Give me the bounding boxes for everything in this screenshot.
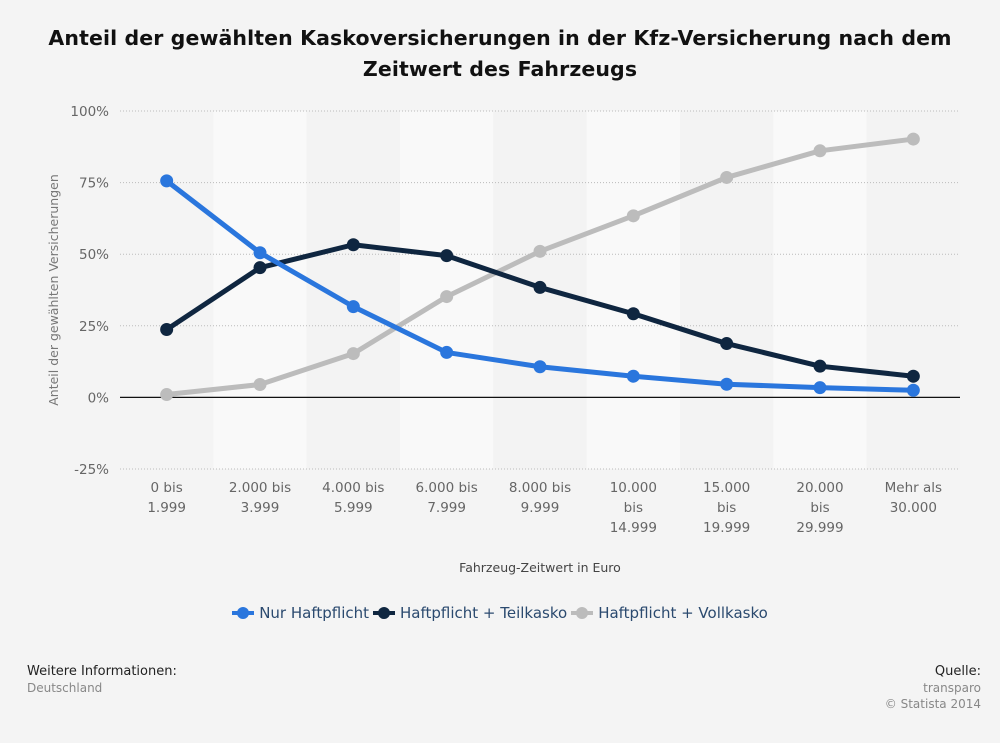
legend-marker-icon (571, 606, 594, 620)
data-point (160, 323, 174, 337)
series-group (160, 132, 920, 402)
legend-item[interactable]: Nur Haftpflicht (232, 604, 369, 622)
data-point (253, 261, 267, 275)
legend-item[interactable]: Haftpflicht + Teilkasko (373, 604, 567, 622)
data-point (346, 238, 360, 252)
series-haftpflicht-teilkasko (160, 238, 920, 383)
y-axis-label: Anteil der gewählten Versicherungen (46, 174, 61, 406)
y-tick-label: 0% (88, 390, 110, 406)
data-point (626, 209, 640, 223)
legend-marker-icon (373, 606, 395, 620)
y-tick-label: 100% (70, 104, 109, 120)
data-point (906, 132, 920, 146)
data-point (346, 300, 360, 314)
column-band (866, 111, 960, 469)
y-tick-label: 75% (79, 176, 109, 192)
legend-label: Haftpflicht + Vollkasko (598, 604, 768, 622)
data-point (440, 345, 454, 359)
data-point (813, 144, 827, 158)
source-value: transparo (923, 681, 981, 695)
x-tick-label: 15.000 bis 19.999 (703, 480, 750, 536)
x-tick-label: 20.000 bis 29.999 (796, 480, 843, 536)
data-point (160, 388, 174, 402)
x-tick-label: 0 bis 1.999 (147, 480, 186, 516)
data-point (626, 369, 640, 383)
source-label[interactable]: Quelle: (934, 664, 981, 679)
legend-label: Haftpflicht + Teilkasko (400, 604, 568, 622)
data-point (813, 381, 827, 395)
data-point (720, 170, 734, 184)
data-point (440, 249, 454, 263)
x-tick-label: 8.000 bis 9.999 (509, 480, 571, 516)
legend-marker-icon (232, 606, 255, 620)
data-point (533, 360, 547, 374)
legend: Nur Haftpflicht Haftpflicht + Teilkasko Ha… (0, 604, 1000, 622)
legend-item[interactable]: Haftpflicht + Vollkasko (571, 604, 768, 622)
column-band (120, 111, 214, 469)
x-tick-label: 6.000 bis 7.999 (416, 480, 478, 516)
data-point (533, 244, 547, 258)
copyright: © Statista 2014 (884, 697, 981, 711)
series-haftpflicht-vollkasko (160, 132, 920, 402)
x-tick-label: 4.000 bis 5.999 (322, 480, 384, 516)
data-point (346, 347, 360, 361)
data-point (253, 378, 267, 392)
data-point (906, 369, 920, 383)
x-axis-ticks: 0 bis 1.999 2.000 bis 3.999 4.000 bis 5.999 6.… (147, 480, 942, 536)
column-band (586, 111, 680, 469)
data-point (906, 383, 920, 397)
y-axis-ticks: 100% 75% 50% 25% 0% -25% (70, 104, 109, 478)
data-point (160, 174, 174, 188)
x-tick-label: Mehr als 30.000 (885, 480, 942, 516)
line-chart: 100% 75% 50% 25% 0% -25% 0 bis 1.999 2.000 bis 3… (46, 104, 960, 575)
further-info-value: Deutschland (27, 681, 103, 695)
data-point (533, 280, 547, 294)
x-tick-label: 2.000 bis 3.999 (229, 480, 291, 516)
y-tick-label: -25% (74, 462, 109, 478)
series-nur-haftpflicht (160, 174, 920, 397)
column-band (680, 111, 774, 469)
data-point (253, 246, 267, 260)
data-point (720, 377, 734, 391)
y-tick-label: 25% (79, 319, 109, 335)
data-point (440, 290, 454, 304)
x-tick-label: 10.000 bis 14.999 (610, 480, 657, 536)
data-point (626, 307, 640, 321)
data-point (720, 337, 734, 351)
further-info-label[interactable]: Weitere Informationen: (27, 664, 177, 679)
further-info: Weitere Informationen: Deutschland (27, 663, 177, 696)
legend-label: Nur Haftpflicht (259, 604, 369, 622)
x-axis-label: Fahrzeug-Zeitwert in Euro (459, 560, 621, 575)
column-band (773, 111, 867, 469)
data-point (813, 359, 827, 373)
chart-title: Anteil der gewählten Kaskoversicherungen… (48, 26, 952, 81)
column-band (400, 111, 494, 469)
source-info: Quelle: transparo © Statista 2014 (885, 663, 981, 712)
y-tick-label: 50% (79, 247, 109, 263)
